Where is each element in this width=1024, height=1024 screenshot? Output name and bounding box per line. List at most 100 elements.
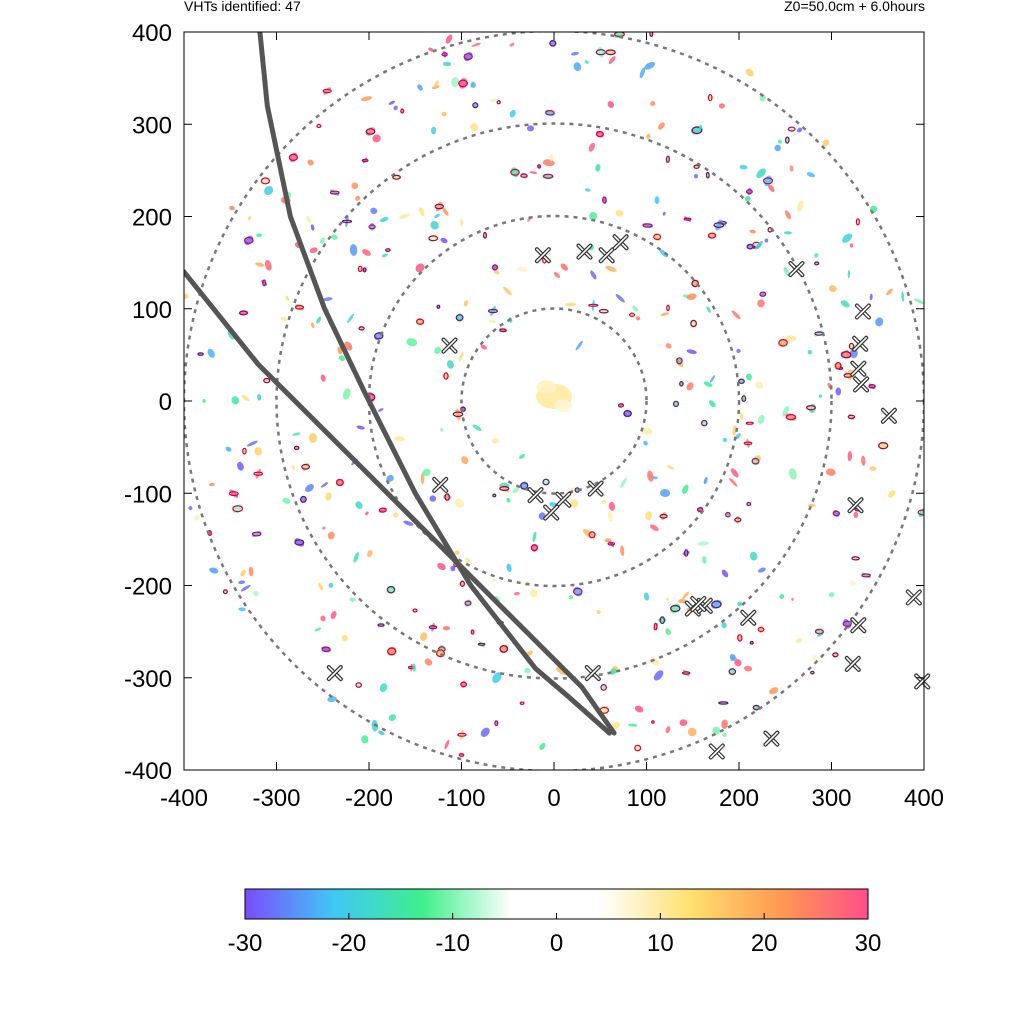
field-patch [608,56,616,65]
field-patch [807,349,813,355]
vht-contour [653,233,662,241]
field-patch [722,437,728,443]
field-patch [356,425,365,430]
field-patch [721,569,729,578]
field-patch [434,213,440,219]
field-patch [806,172,815,178]
field-patch [654,196,660,205]
vht-contour [243,236,254,244]
field-patch [749,229,756,234]
vht-contour [741,395,747,402]
vht-marker [543,504,560,521]
field-patch [768,184,775,192]
field-patch [526,125,535,132]
x-tick-label: -100 [437,785,485,812]
field-patch [869,466,877,471]
field-patch [901,291,905,302]
field-patch [678,598,687,604]
field-patch [646,133,651,140]
vht-contour [588,303,599,307]
field-patch [349,244,358,256]
field-patch [620,545,625,556]
field-patch [774,144,781,152]
field-patch [225,446,232,452]
field-patch [465,557,470,564]
field-patch [665,628,671,635]
field-patch [292,432,301,436]
vht-contour [358,326,365,331]
vht-contour [416,318,425,325]
field-patch [491,438,499,444]
vht-contour [705,171,710,179]
field-patch [451,77,460,87]
vht-marker [326,665,343,682]
vht-contour [628,312,636,317]
vht-contour [436,304,441,309]
field-patch [584,188,591,192]
x-tick-label: 300 [811,785,851,812]
vht-contour [341,219,353,224]
field-patch [744,665,753,672]
field-patch [341,634,349,642]
field-patch [327,531,335,540]
vht-marker [740,609,757,626]
vht-contour [832,652,839,658]
field-patch [237,461,244,471]
vht-contour [412,608,418,613]
vorticity-field [184,32,924,758]
field-patch [539,742,546,750]
field-patch [256,233,262,238]
vht-contour [665,155,671,163]
field-patch [698,124,702,131]
field-patch [379,216,389,223]
field-patch [434,80,439,89]
field-patch [788,468,797,480]
vht-marker [847,497,864,514]
field-patch [345,215,349,228]
field-patch [372,134,381,143]
field-patch [635,316,641,321]
vht-contour [322,88,332,94]
vht-contour [666,304,670,312]
vht-contour [682,671,691,675]
vht-contour [365,128,376,135]
vht-contour [617,403,624,408]
vht-contour [670,604,681,613]
field-patch [327,696,337,703]
field-patch [660,488,671,498]
field-patch [459,729,465,740]
range-rings [184,32,924,770]
field-patch [611,722,621,730]
field-patch [840,300,850,308]
field-patch [415,263,425,273]
vht-contour [452,411,464,418]
center-feature [536,380,557,395]
y-tick-label: -200 [124,574,172,601]
field-patch [338,355,345,361]
field-patch [706,95,714,100]
field-patch [601,499,607,504]
field-patch [785,335,797,342]
range-ring [367,214,741,588]
field-patch [650,658,660,666]
field-patch [429,495,437,502]
vht-contour [494,720,499,727]
field-patch [682,591,690,600]
field-patch [825,468,836,476]
field-patch [194,514,200,522]
field-patch [238,580,246,585]
field-patch [362,249,371,256]
field-patch [430,221,439,230]
field-patch [853,511,859,519]
vht-contour [197,352,204,356]
field-patch [615,209,624,217]
field-patch [285,295,290,301]
field-patch [764,238,769,243]
field-patch [888,490,896,498]
colorbar-tick-label: 0 [550,930,563,957]
field-patch [835,387,842,396]
field-patch [493,270,500,275]
vht-contour [355,682,363,688]
field-patch [565,302,577,307]
field-patch [729,654,736,660]
